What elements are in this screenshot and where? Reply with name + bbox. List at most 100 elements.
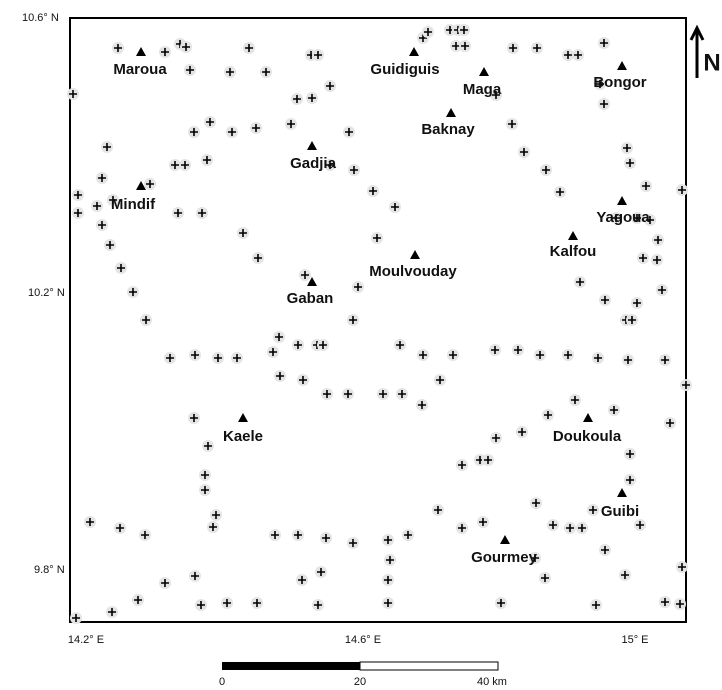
- station: [204, 442, 212, 450]
- station: [384, 599, 392, 607]
- north-label: N: [703, 49, 720, 76]
- station: [600, 100, 608, 108]
- station: [69, 90, 77, 98]
- station: [520, 148, 528, 156]
- town-marker: [617, 61, 627, 70]
- station: [201, 486, 209, 494]
- station: [419, 351, 427, 359]
- station: [461, 42, 469, 50]
- town-marker: [500, 535, 510, 544]
- station: [161, 579, 169, 587]
- town-marker: [136, 47, 146, 56]
- station: [642, 182, 650, 190]
- station: [633, 299, 641, 307]
- station: [600, 39, 608, 47]
- station: [186, 66, 194, 74]
- station: [621, 571, 629, 579]
- town-label: Kaele: [223, 428, 263, 445]
- station: [294, 531, 302, 539]
- station: [508, 120, 516, 128]
- town-label: Maga: [463, 81, 502, 98]
- station: [386, 556, 394, 564]
- station: [206, 118, 214, 126]
- station: [653, 256, 661, 264]
- station: [294, 341, 302, 349]
- town-label: Guidiguis: [370, 61, 439, 78]
- station: [564, 51, 572, 59]
- station: [578, 524, 586, 532]
- station: [491, 346, 499, 354]
- station: [592, 601, 600, 609]
- town-marker: [617, 488, 627, 497]
- station: [601, 296, 609, 304]
- north-arrow: [689, 24, 705, 78]
- station: [391, 203, 399, 211]
- station: [269, 348, 277, 356]
- latitude-label: 10.6° N: [22, 12, 59, 24]
- station: [171, 161, 179, 169]
- station: [549, 521, 557, 529]
- station: [191, 572, 199, 580]
- station: [610, 406, 618, 414]
- station: [197, 601, 205, 609]
- station: [479, 518, 487, 526]
- station: [214, 354, 222, 362]
- station: [661, 598, 669, 606]
- station: [354, 283, 362, 291]
- longitude-label: 14.2° E: [68, 634, 104, 646]
- station: [209, 523, 217, 531]
- station: [639, 254, 647, 262]
- station: [326, 161, 334, 169]
- scale-label: 0: [219, 676, 225, 688]
- station: [345, 128, 353, 136]
- scale-bar: [222, 662, 360, 670]
- station: [682, 381, 690, 389]
- station: [103, 143, 111, 151]
- station: [161, 48, 169, 56]
- station: [518, 428, 526, 436]
- station: [201, 471, 209, 479]
- station: [190, 128, 198, 136]
- station: [191, 351, 199, 359]
- station: [319, 341, 327, 349]
- station: [349, 539, 357, 547]
- station: [293, 95, 301, 103]
- station: [114, 44, 122, 52]
- station: [233, 354, 241, 362]
- station: [223, 599, 231, 607]
- station: [658, 286, 666, 294]
- station: [349, 316, 357, 324]
- station: [129, 288, 137, 296]
- station: [633, 214, 641, 222]
- station: [384, 536, 392, 544]
- station: [106, 241, 114, 249]
- station: [646, 216, 654, 224]
- station: [542, 166, 550, 174]
- station: [142, 316, 150, 324]
- station: [109, 196, 117, 204]
- station: [574, 51, 582, 59]
- station: [533, 44, 541, 52]
- station: [497, 599, 505, 607]
- station: [301, 271, 309, 279]
- station: [424, 28, 432, 36]
- station: [314, 51, 322, 59]
- town-label: Bongor: [593, 74, 646, 91]
- town-marker: [583, 413, 593, 422]
- station: [541, 574, 549, 582]
- station: [226, 68, 234, 76]
- station: [612, 214, 620, 222]
- station: [678, 186, 686, 194]
- station: [571, 396, 579, 404]
- station: [344, 390, 352, 398]
- station: [623, 144, 631, 152]
- town-label: Gourmey: [471, 549, 538, 566]
- station: [275, 333, 283, 341]
- station: [601, 546, 609, 554]
- station: [98, 174, 106, 182]
- station: [678, 563, 686, 571]
- station: [323, 390, 331, 398]
- station: [134, 596, 142, 604]
- station: [141, 531, 149, 539]
- town-marker: [617, 196, 627, 205]
